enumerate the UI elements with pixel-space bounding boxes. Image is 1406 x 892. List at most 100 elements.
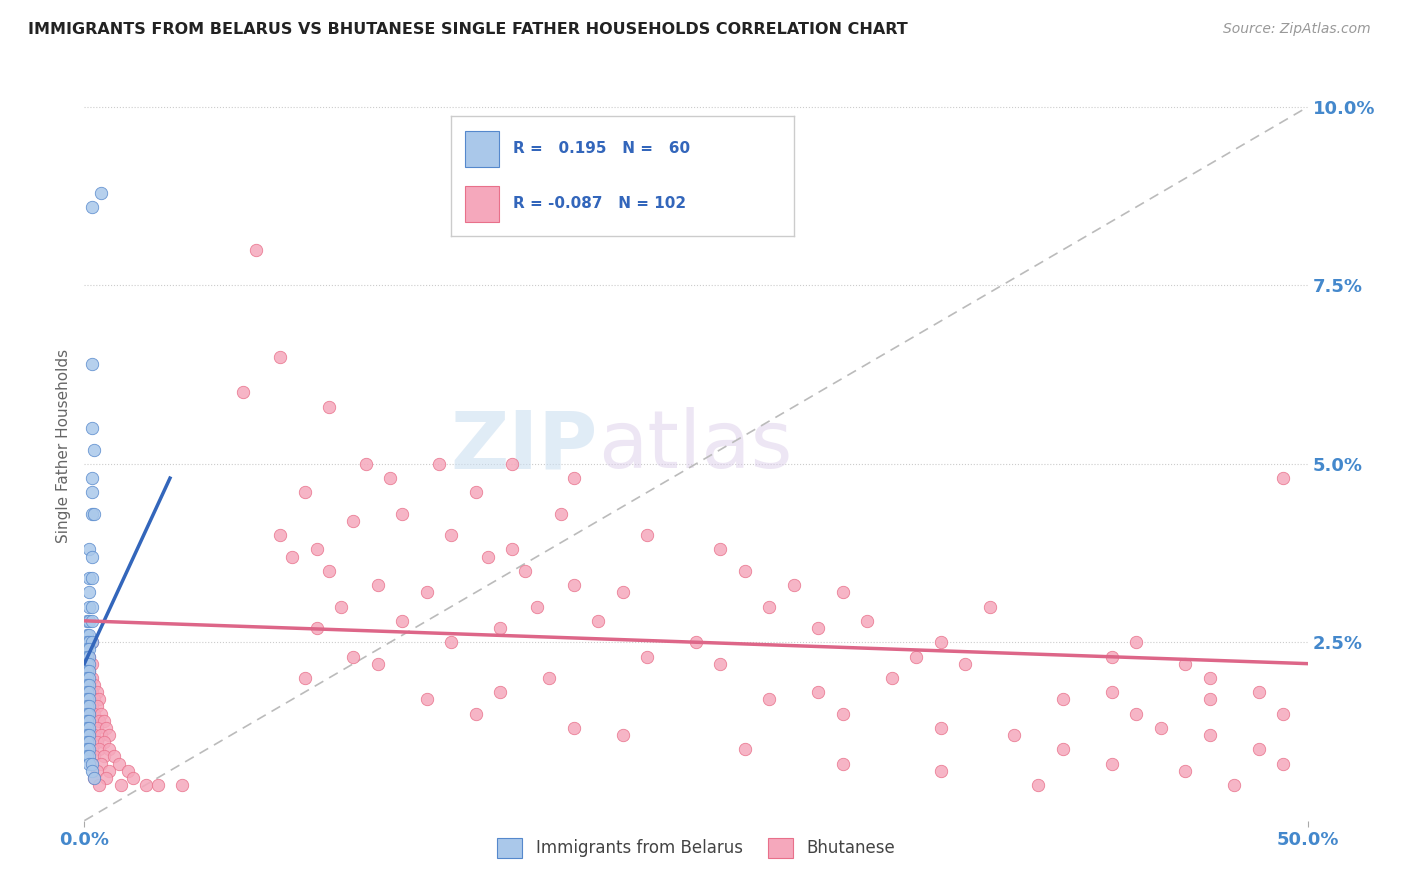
Point bbox=[1247, 742, 1270, 756]
Point bbox=[83, 706, 105, 721]
Point bbox=[1247, 685, 1270, 699]
Point bbox=[80, 635, 103, 649]
Point bbox=[758, 599, 780, 614]
Point bbox=[76, 685, 98, 699]
Point bbox=[1052, 692, 1074, 706]
Point bbox=[77, 649, 100, 664]
Point bbox=[76, 699, 98, 714]
Point bbox=[305, 621, 328, 635]
Point bbox=[80, 599, 103, 614]
Point bbox=[1198, 692, 1220, 706]
Point bbox=[76, 728, 98, 742]
Point bbox=[76, 649, 98, 664]
Point bbox=[391, 614, 413, 628]
Point bbox=[76, 742, 98, 756]
Point bbox=[367, 657, 389, 671]
Point bbox=[96, 771, 118, 785]
Point bbox=[86, 735, 108, 749]
Text: atlas: atlas bbox=[598, 407, 793, 485]
Point bbox=[77, 699, 100, 714]
Point bbox=[77, 735, 100, 749]
Point bbox=[80, 699, 103, 714]
Point bbox=[477, 549, 499, 564]
Point bbox=[76, 614, 98, 628]
Point bbox=[97, 764, 120, 778]
Point bbox=[80, 421, 103, 435]
Point bbox=[831, 756, 853, 771]
Point bbox=[93, 735, 115, 749]
Point bbox=[77, 692, 100, 706]
Point bbox=[80, 764, 103, 778]
Point bbox=[1101, 649, 1123, 664]
Point bbox=[489, 685, 512, 699]
Point bbox=[77, 642, 100, 657]
Point bbox=[440, 528, 463, 542]
Point bbox=[76, 749, 98, 764]
Point bbox=[440, 635, 463, 649]
Point bbox=[110, 778, 132, 792]
Point bbox=[87, 714, 110, 728]
Point bbox=[77, 685, 100, 699]
Point bbox=[80, 507, 103, 521]
Point bbox=[1174, 764, 1197, 778]
Point bbox=[77, 749, 100, 764]
Point bbox=[294, 485, 316, 500]
Point bbox=[1028, 778, 1050, 792]
Point bbox=[77, 657, 100, 671]
Point bbox=[612, 585, 634, 599]
Point bbox=[305, 542, 328, 557]
Point bbox=[953, 657, 976, 671]
Point bbox=[76, 664, 98, 678]
Point bbox=[612, 728, 634, 742]
Point bbox=[76, 706, 98, 721]
Point bbox=[77, 678, 100, 692]
Point bbox=[80, 357, 103, 371]
Point bbox=[1101, 685, 1123, 699]
Point bbox=[636, 649, 658, 664]
Point bbox=[562, 471, 585, 485]
Point bbox=[685, 635, 707, 649]
Point bbox=[77, 585, 100, 599]
Point bbox=[80, 756, 103, 771]
Point bbox=[77, 599, 100, 614]
Point bbox=[502, 542, 524, 557]
Point bbox=[734, 742, 756, 756]
Point bbox=[97, 742, 120, 756]
Point bbox=[86, 764, 108, 778]
Point bbox=[80, 485, 103, 500]
Point bbox=[807, 685, 830, 699]
Point bbox=[1198, 671, 1220, 685]
Point bbox=[77, 649, 100, 664]
Point bbox=[416, 585, 439, 599]
Point bbox=[380, 471, 402, 485]
Point bbox=[97, 728, 120, 742]
Point bbox=[172, 778, 194, 792]
Point bbox=[1272, 756, 1295, 771]
Point bbox=[416, 692, 439, 706]
Point bbox=[87, 742, 110, 756]
Point bbox=[76, 721, 98, 735]
Point bbox=[269, 350, 291, 364]
Point bbox=[1223, 778, 1246, 792]
Point bbox=[929, 764, 952, 778]
Point bbox=[80, 635, 103, 649]
Point bbox=[77, 721, 100, 735]
Point bbox=[77, 614, 100, 628]
Point bbox=[76, 664, 98, 678]
Point bbox=[77, 664, 100, 678]
Point bbox=[562, 721, 585, 735]
Point bbox=[538, 671, 561, 685]
Point bbox=[1052, 742, 1074, 756]
Point bbox=[80, 200, 103, 214]
Point bbox=[90, 706, 112, 721]
Point bbox=[87, 778, 110, 792]
Y-axis label: Single Father Households: Single Father Households bbox=[56, 349, 72, 543]
Point bbox=[354, 457, 377, 471]
Point bbox=[77, 542, 100, 557]
Text: ZIP: ZIP bbox=[451, 407, 598, 485]
Point bbox=[831, 585, 853, 599]
Point bbox=[77, 635, 100, 649]
Point bbox=[76, 692, 98, 706]
Point bbox=[831, 706, 853, 721]
Point bbox=[80, 756, 103, 771]
